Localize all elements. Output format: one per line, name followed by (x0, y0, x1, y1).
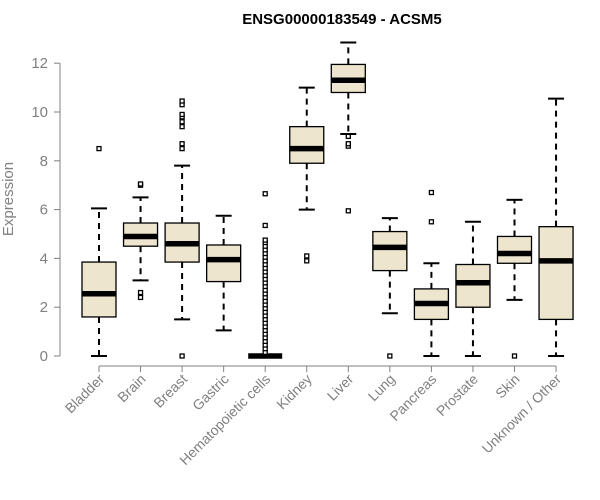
box (81, 261, 117, 318)
outlier-point (137, 289, 144, 296)
outlier-point (345, 133, 351, 140)
outlier-point (387, 353, 393, 359)
outlier-point (262, 222, 268, 229)
x-tick-label: Kidney (273, 371, 315, 413)
box (205, 244, 242, 283)
outlier-point (179, 98, 185, 104)
y-tick-label: 12 (31, 55, 48, 72)
outlier-point (428, 219, 435, 225)
outlier-point (345, 208, 351, 214)
outlier-point (137, 181, 144, 187)
x-tick-label: Skin (492, 371, 523, 402)
outlier-point (179, 111, 185, 118)
outlier-point (179, 353, 185, 359)
outlier-point (179, 123, 185, 130)
y-tick-label: 6 (40, 202, 48, 219)
box (455, 263, 491, 308)
outlier-point (428, 189, 435, 196)
outlier-point (137, 294, 144, 301)
outlier-point (179, 119, 185, 125)
y-tick-label: 2 (40, 299, 48, 316)
chart-title: ENSG00000183549 - ACSM5 (242, 11, 442, 28)
outlier-point (96, 145, 102, 152)
x-tick-label: Liver (324, 371, 357, 404)
y-axis-label: Expression (0, 162, 17, 236)
box (496, 235, 533, 264)
x-tick-label: Brain (114, 371, 148, 405)
x-tick-label: Unknown / Other (479, 371, 565, 457)
y-tick-label: 8 (40, 153, 48, 170)
outlier-point (179, 145, 185, 152)
y-tick-label: 0 (40, 348, 48, 365)
x-tick-label: Bladder (62, 371, 108, 417)
outlier-point (262, 191, 268, 197)
y-tick-label: 4 (40, 250, 48, 267)
outlier-point (179, 141, 185, 147)
outlier-point (262, 237, 268, 243)
x-tick-label: Breast (150, 371, 190, 411)
y-tick-label: 10 (31, 104, 48, 121)
box (538, 226, 574, 321)
outlier-point (304, 253, 310, 259)
x-tick-label: Lung (365, 371, 398, 404)
x-tick-label: Prostate (433, 371, 481, 419)
outlier-point (511, 353, 518, 359)
outlier-point (345, 141, 351, 147)
box (289, 125, 325, 164)
box (372, 230, 408, 272)
outlier-point (304, 258, 310, 264)
